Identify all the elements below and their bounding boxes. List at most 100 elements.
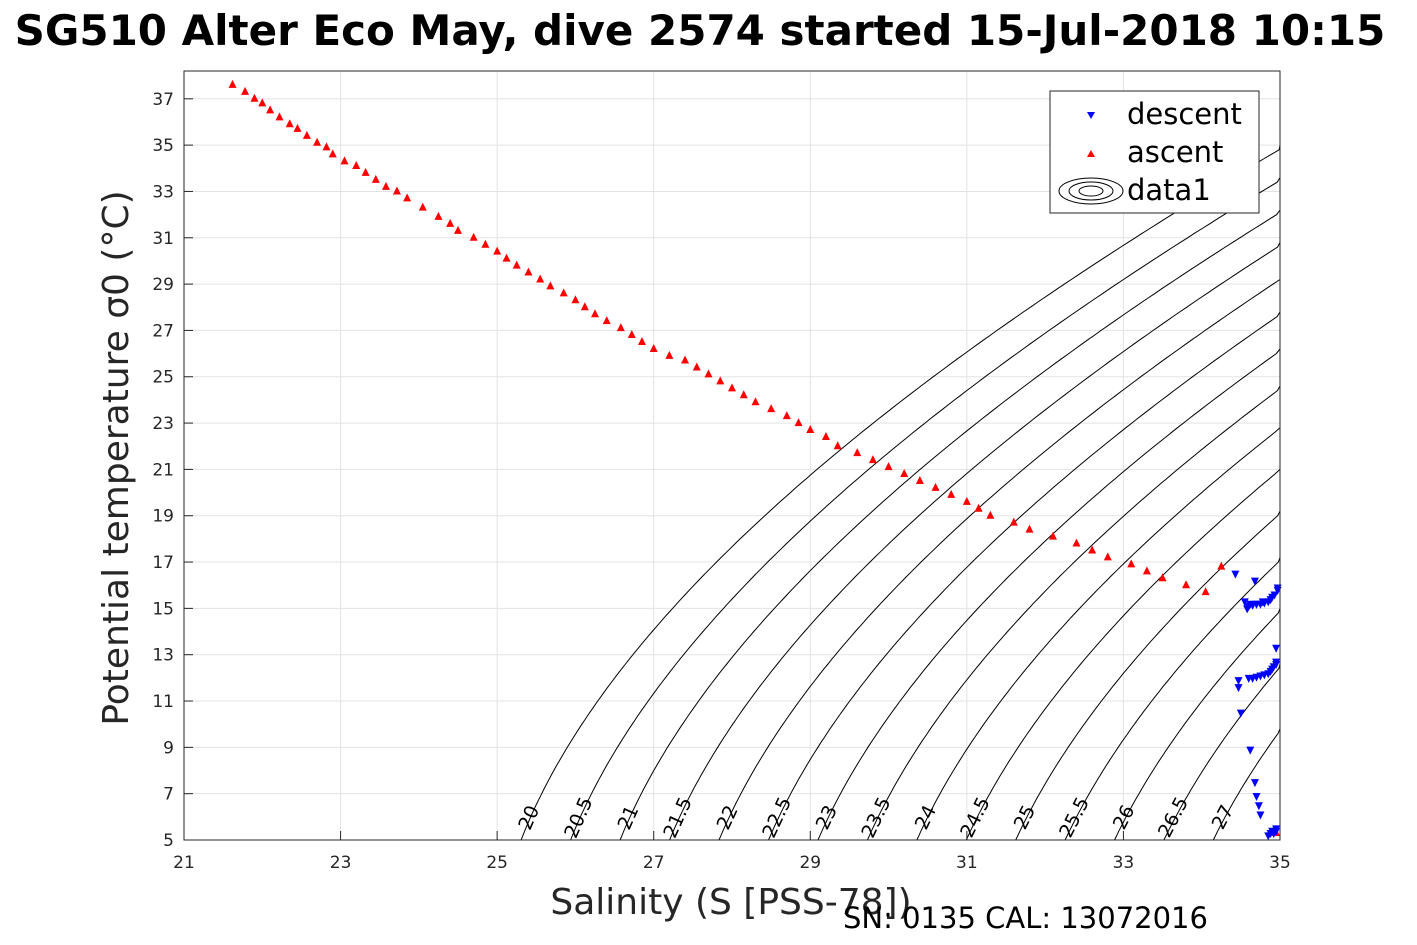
legend-contour-icon (1058, 177, 1124, 205)
ascent-marker (637, 337, 646, 346)
ascent-marker (986, 510, 995, 519)
ascent-marker (524, 267, 533, 276)
ascent-marker (536, 274, 545, 283)
y-tick-label: 11 (152, 692, 174, 712)
legend-box (1049, 90, 1260, 214)
contour-line (768, 311, 1281, 841)
ascent-marker (302, 130, 311, 139)
ascent-marker (681, 355, 690, 364)
y-tick-label: 35 (152, 136, 174, 156)
descent-marker (1252, 792, 1261, 801)
descent-marker (1272, 658, 1281, 667)
ascent-marker (716, 376, 725, 385)
x-tick-label: 23 (330, 853, 352, 873)
ascent-marker (627, 330, 636, 339)
descent-marker (1258, 598, 1267, 607)
descent-marker (1240, 598, 1249, 607)
contour-line (1064, 557, 1281, 841)
contour-line (1114, 608, 1281, 841)
ascent-marker (649, 343, 658, 352)
ascent-marker (546, 281, 555, 290)
descent-marker (1234, 677, 1243, 686)
ascent-marker (352, 160, 361, 169)
ascent-marker (493, 246, 502, 255)
ascent-marker (571, 295, 580, 304)
chart-title: SG510 Alter Eco May, dive 2574 started 1… (15, 6, 1386, 55)
ascent-marker (692, 362, 701, 371)
y-tick-label: 13 (152, 646, 174, 666)
x-axis-label: Salinity (S [PSS-78]) (550, 882, 911, 923)
ascent-marker (931, 482, 940, 491)
contour-line (916, 427, 1281, 841)
ascent-marker (782, 411, 791, 420)
ascent-marker (392, 186, 401, 195)
ascent-marker (313, 137, 322, 146)
ascent-marker (1201, 587, 1210, 596)
legend-descent-marker (1087, 112, 1095, 119)
ascent-marker (559, 288, 568, 297)
descent-series (1231, 570, 1282, 841)
y-tick-label: 25 (152, 368, 174, 388)
x-tick-label: 33 (1113, 853, 1135, 873)
y-tick-label: 15 (152, 599, 174, 619)
ascent-series (228, 79, 1281, 837)
descent-marker (1243, 605, 1252, 614)
ascent-marker (403, 193, 412, 202)
ascent-marker (250, 93, 259, 102)
x-tick-label: 31 (956, 853, 978, 873)
ascent-marker (418, 202, 427, 211)
contour-line (866, 385, 1281, 841)
x-tick-label: 21 (173, 853, 195, 873)
descent-marker (1256, 811, 1265, 820)
descent-marker (1250, 779, 1259, 788)
y-tick-label: 17 (152, 553, 174, 573)
ascent-marker (962, 496, 971, 505)
ascent-marker (328, 149, 337, 158)
ascent-marker (1088, 545, 1097, 554)
ascent-marker (1217, 561, 1226, 570)
ascent-marker (884, 462, 893, 471)
contour-line (1163, 663, 1281, 841)
y-axis-ticks: 5 7 9 11 13 15 17 19 21 23 25 27 29 31 33 35 37 (152, 90, 193, 851)
ascent-marker (434, 211, 443, 220)
contour-line (718, 279, 1281, 841)
ascent-marker (591, 309, 599, 318)
ascent-marker (1142, 566, 1151, 575)
contour-line (817, 348, 1281, 841)
y-tick-label: 27 (152, 321, 174, 341)
ascent-marker (454, 225, 462, 234)
ascent-marker (1158, 573, 1167, 582)
ascent-marker (1127, 559, 1136, 568)
y-tick-label: 23 (152, 414, 174, 434)
ascent-marker (228, 79, 237, 88)
legend-data1-label: data1 (1127, 173, 1211, 207)
contour-line (669, 242, 1281, 841)
y-tick-label: 19 (152, 507, 174, 527)
legend-ascent-marker (1087, 150, 1095, 157)
ascent-marker (580, 302, 589, 311)
ascent-marker (241, 86, 250, 95)
contour-line (520, 145, 1281, 841)
ascent-marker (1009, 517, 1018, 526)
x-tick-label: 35 (1269, 853, 1291, 873)
descent-marker (1246, 746, 1255, 755)
legend-descent-label: descent (1127, 97, 1242, 131)
ascent-marker (1025, 524, 1034, 533)
y-tick-label: 31 (152, 229, 174, 249)
ascent-marker (285, 119, 294, 128)
ascent-marker (381, 181, 390, 190)
x-tick-label: 27 (643, 853, 665, 873)
plot-frame (183, 70, 1281, 841)
descent-marker (1231, 570, 1240, 579)
ascent-marker (481, 239, 490, 248)
ascent-marker (739, 390, 748, 399)
contour-line (570, 177, 1281, 841)
y-axis-label: Potential temperature σ0 (°C) (96, 190, 137, 725)
descent-marker (1272, 644, 1281, 653)
y-tick-label: 5 (163, 831, 174, 851)
descent-marker (1272, 827, 1281, 836)
y-tick-label: 29 (152, 275, 174, 295)
ascent-marker (275, 112, 284, 121)
ascent-marker (767, 404, 776, 413)
